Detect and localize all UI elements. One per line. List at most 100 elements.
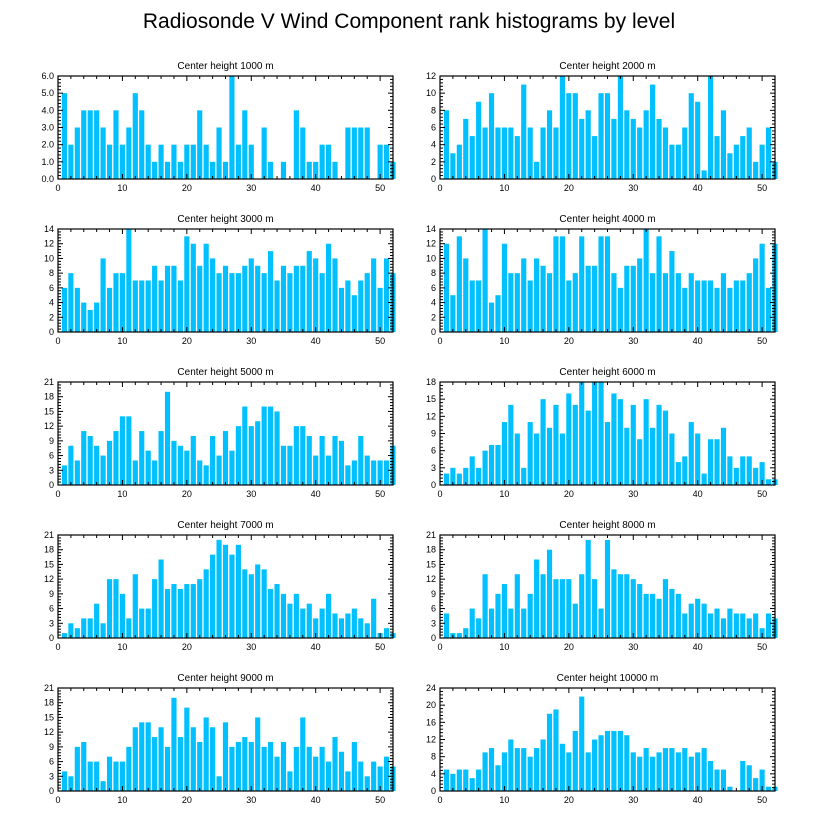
bar xyxy=(377,287,383,332)
bar xyxy=(313,258,319,332)
bar xyxy=(579,118,585,179)
y-tick-label: 20 xyxy=(426,700,436,710)
panel-title: Center height 3000 m xyxy=(177,214,273,225)
bar xyxy=(495,593,501,638)
bar xyxy=(617,730,623,791)
bar xyxy=(229,554,235,638)
bar xyxy=(662,579,669,638)
y-tick-label: 18 xyxy=(44,545,54,555)
bar xyxy=(371,460,377,485)
bar xyxy=(197,460,203,485)
bar xyxy=(727,456,733,485)
bar xyxy=(585,539,591,638)
x-tick-label: 50 xyxy=(375,795,385,805)
bar xyxy=(280,161,287,179)
y-tick-label: 0 xyxy=(431,633,436,643)
bar xyxy=(313,756,319,791)
bar xyxy=(553,579,559,638)
bar xyxy=(585,752,591,791)
bar xyxy=(280,445,287,485)
bar xyxy=(695,101,701,179)
bar xyxy=(152,737,158,791)
bar xyxy=(740,613,746,638)
bar xyxy=(132,574,138,638)
panel-title: Center height 5000 m xyxy=(177,367,273,378)
bar xyxy=(261,273,267,332)
y-tick-label: 6 xyxy=(431,123,436,133)
bar xyxy=(611,393,617,485)
bar xyxy=(371,598,377,638)
y-tick-label: 0 xyxy=(431,327,436,337)
bar xyxy=(248,574,254,638)
bar xyxy=(682,127,688,179)
bar xyxy=(145,450,151,485)
bar xyxy=(306,746,312,791)
bar xyxy=(566,93,572,179)
bar xyxy=(540,739,546,791)
bar xyxy=(229,76,235,179)
bar xyxy=(383,460,390,485)
bar xyxy=(171,265,177,332)
panel-7: Center height 7000 m 0 3 6 9 12 15 18 21 0 10 20 30 4… xyxy=(44,520,396,652)
bar xyxy=(210,727,216,791)
bar xyxy=(727,608,733,638)
bar xyxy=(113,761,119,791)
y-tick-label: 8 xyxy=(431,752,436,762)
bar xyxy=(508,127,514,179)
bar xyxy=(319,144,325,179)
bar xyxy=(720,110,727,179)
x-tick-label: 0 xyxy=(437,336,442,346)
panel-1: Center height 1000 m 0.0 1.0 2.0 3.0 4.0 5.0 6.… xyxy=(41,61,396,193)
bar xyxy=(274,280,280,332)
bar xyxy=(190,435,196,485)
bar xyxy=(714,608,720,638)
bar xyxy=(371,258,377,332)
y-tick-label: 6 xyxy=(49,451,54,461)
bar xyxy=(268,406,274,485)
y-tick-label: 12 xyxy=(44,574,54,584)
bar xyxy=(126,229,132,332)
bar xyxy=(624,265,630,332)
y-tick-label: 0 xyxy=(49,327,54,337)
bar xyxy=(197,579,203,638)
bar xyxy=(501,127,507,179)
bar xyxy=(746,618,752,638)
bar xyxy=(559,743,565,791)
bar xyxy=(306,603,312,638)
bar xyxy=(695,433,701,485)
bar xyxy=(293,426,299,485)
bar xyxy=(210,435,216,485)
bar xyxy=(119,416,125,485)
panel-3: Center height 3000 m 0 2 4 6 8 10 12 14 0 10 20 30 40… xyxy=(44,214,396,346)
bar xyxy=(611,730,617,791)
x-tick-label: 50 xyxy=(375,183,385,193)
x-tick-label: 40 xyxy=(693,336,703,346)
bar xyxy=(765,479,772,485)
bar xyxy=(495,444,501,485)
x-tick-label: 40 xyxy=(311,183,321,193)
bar xyxy=(688,93,694,179)
bar xyxy=(585,110,591,179)
bar xyxy=(482,574,488,638)
bar xyxy=(132,727,138,791)
y-tick-label: 6 xyxy=(49,283,54,293)
bar xyxy=(534,748,540,791)
bar xyxy=(261,406,267,485)
bar xyxy=(139,722,145,791)
bar xyxy=(152,460,158,485)
y-tick-label: 0 xyxy=(431,786,436,796)
bar xyxy=(688,603,694,638)
bar xyxy=(235,544,241,638)
panel-9: Center height 9000 m 0 3 6 9 12 15 18 21 0 10 20 30 4… xyxy=(44,673,396,805)
bar xyxy=(740,280,746,332)
y-tick-label: 8 xyxy=(431,268,436,278)
bar xyxy=(126,618,132,638)
bar xyxy=(765,613,772,638)
x-tick-label: 0 xyxy=(55,642,60,652)
bar xyxy=(210,161,216,179)
bar xyxy=(255,421,261,485)
panel-8: Center height 8000 m 0 3 6 9 12 15 18 21 0 10 20 30 4… xyxy=(426,520,778,652)
x-tick-label: 30 xyxy=(628,183,638,193)
panel-2: Center height 2000 m 0 2 4 6 8 10 12 0 10 20 30 40 50 xyxy=(426,61,778,193)
bar xyxy=(332,613,338,638)
